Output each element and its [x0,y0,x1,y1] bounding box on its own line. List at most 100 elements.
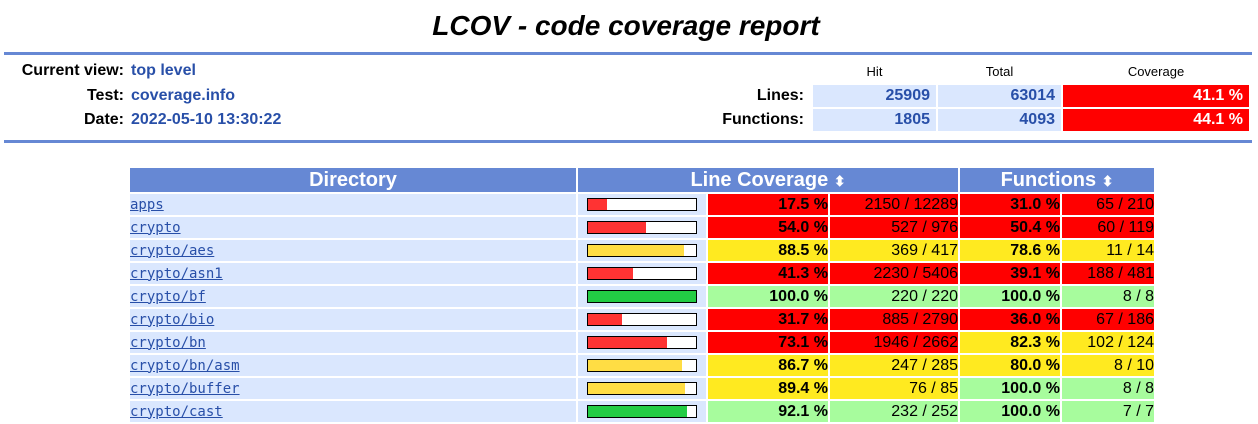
directory-cell: crypto/bio [130,309,576,330]
coverage-bar-cell [578,263,706,284]
directory-link[interactable]: crypto/bio [130,311,215,328]
function-coverage-count: 7 / 7 [1062,401,1154,422]
line-coverage-count: 369 / 417 [830,240,958,261]
top-divider [4,52,1252,55]
coverage-bar [587,335,697,349]
coverage-bar-fill [588,405,688,417]
directory-cell: crypto/bf [130,286,576,307]
directory-link[interactable]: crypto/bn [130,334,206,351]
coverage-bar-fill [588,290,696,302]
function-coverage-count: 188 / 481 [1062,263,1154,284]
directory-cell: crypto/bn [130,332,576,353]
function-coverage-count: 67 / 186 [1062,309,1154,330]
coverage-bar-cell [578,401,706,422]
line-coverage-count: 2150 / 12289 [830,194,958,215]
coverage-bar-fill [588,336,667,348]
line-coverage-count: 247 / 285 [830,355,958,376]
function-coverage-count: 65 / 210 [1062,194,1154,215]
coverage-bar-cell [578,194,706,215]
sort-icon[interactable]: ⬍ [833,172,846,189]
coverage-bar-cell [578,240,706,261]
coverage-bar-cell [578,378,706,399]
function-coverage-count: 11 / 14 [1062,240,1154,261]
line-coverage-percent: 86.7 % [708,355,828,376]
coverage-bar-cell [578,286,706,307]
line-coverage-percent: 88.5 % [708,240,828,261]
function-coverage-count: 102 / 124 [1062,332,1154,353]
line-coverage-percent: 92.1 % [708,401,828,422]
coverage-bar [587,243,697,257]
coverage-column-header: Coverage [1127,64,1185,79]
function-coverage-count: 8 / 10 [1062,355,1154,376]
lines-coverage: 41.1 % [1063,85,1249,107]
date-label: Date: [83,111,124,128]
coverage-bar-fill [588,244,684,256]
lines-label: Lines: [756,87,804,104]
directory-link[interactable]: crypto/asn1 [130,265,223,282]
directory-link[interactable]: crypto/cast [130,403,223,420]
table-row: crypto/buffer 89.4 % 76 / 85 100.0 % 8 / 8 [130,378,1154,399]
functions-header[interactable]: Functions ⬍ [960,168,1154,192]
line-coverage-count: 76 / 85 [830,378,958,399]
hit-column-header: Hit [866,64,883,79]
coverage-bar-fill [588,313,623,325]
total-column-header: Total [985,64,1014,79]
line-coverage-percent: 17.5 % [708,194,828,215]
directory-link[interactable]: crypto [130,219,181,236]
directory-link[interactable]: crypto/bn/asm [130,357,240,374]
coverage-bar-fill [588,359,682,371]
coverage-bar [587,312,697,326]
function-coverage-percent: 80.0 % [960,355,1060,376]
line-coverage-percent: 89.4 % [708,378,828,399]
bottom-divider [4,140,1252,143]
table-row: crypto/cast 92.1 % 232 / 252 100.0 % 7 / 7 [130,401,1154,422]
table-row: crypto/bf 100.0 % 220 / 220 100.0 % 8 / 8 [130,286,1154,307]
directory-cell: crypto/aes [130,240,576,261]
directory-link[interactable]: crypto/aes [130,242,215,259]
lines-hit: 25909 [813,85,936,107]
line-coverage-count: 1946 / 2662 [830,332,958,353]
coverage-bar-cell [578,217,706,238]
coverage-bar [587,220,697,234]
line-coverage-count: 885 / 2790 [830,309,958,330]
directory-link[interactable]: apps [130,196,164,213]
directory-cell: crypto [130,217,576,238]
coverage-bar [587,381,697,395]
line-coverage-count: 220 / 220 [830,286,958,307]
directory-cell: crypto/bn/asm [130,355,576,376]
directory-cell: apps [130,194,576,215]
line-coverage-percent: 31.7 % [708,309,828,330]
coverage-table: Directory Line Coverage ⬍ Functions ⬍ ap… [128,166,1156,424]
functions-hit: 1805 [813,109,936,131]
coverage-bar-cell [578,355,706,376]
function-coverage-count: 8 / 8 [1062,378,1154,399]
coverage-bar-cell [578,309,706,330]
test-label: Test: [86,87,124,104]
function-coverage-percent: 78.6 % [960,240,1060,261]
function-coverage-count: 60 / 119 [1062,217,1154,238]
directory-link[interactable]: crypto/bf [130,288,206,305]
function-coverage-percent: 82.3 % [960,332,1060,353]
sort-icon[interactable]: ⬍ [1101,172,1114,189]
function-coverage-percent: 39.1 % [960,263,1060,284]
coverage-bar [587,197,697,211]
directory-link[interactable]: crypto/buffer [130,380,240,397]
directory-cell: crypto/buffer [130,378,576,399]
line-coverage-percent: 73.1 % [708,332,828,353]
current-view-label: Current view: [21,62,124,79]
function-coverage-percent: 31.0 % [960,194,1060,215]
coverage-bar-fill [588,382,685,394]
line-coverage-count: 2230 / 5406 [830,263,958,284]
coverage-bar [587,289,697,303]
table-row: crypto/bn 73.1 % 1946 / 2662 82.3 % 102 / 12… [130,332,1154,353]
page-title: LCOV - code coverage report [432,10,820,41]
coverage-bar [587,266,697,280]
line-coverage-header[interactable]: Line Coverage ⬍ [578,168,958,192]
line-coverage-percent: 100.0 % [708,286,828,307]
coverage-bar-cell [578,332,706,353]
function-coverage-percent: 50.4 % [960,217,1060,238]
function-coverage-percent: 100.0 % [960,378,1060,399]
coverage-bar-fill [588,221,647,233]
coverage-bar [587,404,697,418]
function-coverage-count: 8 / 8 [1062,286,1154,307]
